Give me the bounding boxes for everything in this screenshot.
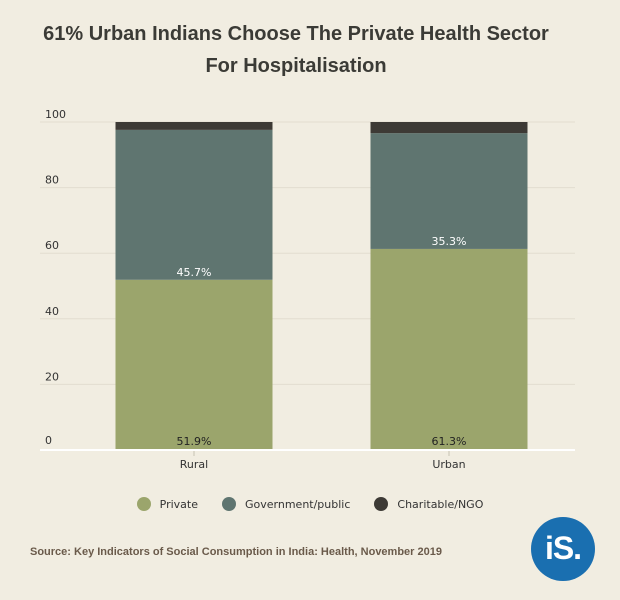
- x-tick-label-urban: Urban: [432, 458, 465, 471]
- legend-swatch-charitable-ngo: [374, 497, 389, 511]
- legend-label-private: Private: [159, 497, 198, 511]
- y-tick-label-100: 100: [45, 108, 66, 121]
- data-label-rural-private: 51.9%: [177, 435, 212, 448]
- y-tick-label-80: 80: [45, 174, 59, 187]
- x-tick-label-rural: Rural: [180, 458, 208, 471]
- bar-rural-charitable-ngo: [115, 122, 273, 130]
- legend-label-government-public: Government/public: [245, 497, 351, 511]
- chart-title-line-2: For Hospitalisation: [205, 55, 387, 77]
- y-tick-label-20: 20: [45, 370, 59, 383]
- data-label-rural-government-public: 45.7%: [177, 266, 212, 279]
- bar-urban-charitable-ngo: [370, 122, 528, 134]
- legend-item-government-public: Government/public: [222, 497, 350, 511]
- data-label-urban-government-public: 35.3%: [432, 235, 467, 248]
- legend-swatch-government-public: [222, 497, 236, 511]
- chart-title-line-1: 61% Urban Indians Choose The Private Hea…: [43, 23, 549, 45]
- legend-item-private: Private: [136, 497, 198, 511]
- chart-title: 61% Urban Indians Choose The Private Hea…: [0, 18, 592, 82]
- indiaspend-logo: iS.: [531, 517, 595, 581]
- bar-urban-private: [370, 248, 528, 450]
- legend-label-charitable-ngo: Charitable/NGO: [397, 497, 484, 511]
- legend-item-charitable-ngo: Charitable/NGO: [374, 497, 483, 511]
- data-label-urban-private: 61.3%: [432, 435, 467, 448]
- stacked-bar-chart: 0 20 40 60 80 100 51.9% 45.7% Rural 61.3% 35.3% Urb…: [40, 108, 575, 471]
- legend-swatch-private: [136, 497, 151, 511]
- chart-legend: Private Government/public Charitable/NGO: [0, 497, 620, 511]
- y-tick-label-60: 60: [45, 239, 59, 252]
- logo-text: iS.: [544, 529, 582, 566]
- bar-rural-government-public: [115, 129, 273, 280]
- bar-urban-government-public: [370, 133, 528, 249]
- source-note: Source: Key Indicators of Social Consump…: [30, 546, 442, 558]
- y-tick-label-0: 0: [45, 434, 52, 447]
- y-tick-label-40: 40: [45, 305, 59, 318]
- bar-rural-private: [115, 279, 273, 450]
